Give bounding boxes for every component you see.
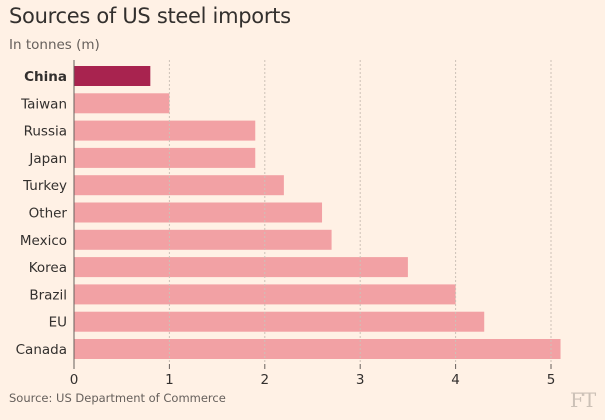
ft-logo: FT bbox=[570, 388, 596, 412]
category-label: Other bbox=[29, 206, 68, 222]
category-label: Russia bbox=[24, 124, 67, 140]
chart-subtitle: In tonnes (m) bbox=[9, 37, 100, 53]
bar-eu bbox=[74, 311, 485, 332]
category-label: Japan bbox=[28, 151, 67, 167]
bar-turkey bbox=[74, 175, 284, 196]
x-tick-label: 3 bbox=[356, 372, 365, 388]
bar-chart: China Taiwan Russia Japan Turkey Other Mexico K… bbox=[16, 60, 561, 388]
source-note: Source: US Department of Commerce bbox=[9, 391, 226, 405]
category-label: Canada bbox=[16, 342, 67, 358]
x-tick-label: 0 bbox=[70, 372, 79, 388]
category-label: Brazil bbox=[29, 287, 67, 303]
x-tick-label: 2 bbox=[261, 372, 270, 388]
category-label: Taiwan bbox=[20, 96, 67, 112]
category-label: Korea bbox=[29, 260, 67, 276]
category-label: Turkey bbox=[22, 178, 67, 194]
bar-korea bbox=[74, 257, 408, 278]
x-tick-label: 1 bbox=[165, 372, 174, 388]
x-tick-label: 4 bbox=[451, 372, 460, 388]
x-tick-label: 5 bbox=[547, 372, 556, 388]
chart-title: Sources of US steel imports bbox=[9, 4, 291, 28]
bar-taiwan bbox=[74, 93, 170, 114]
category-label: EU bbox=[49, 315, 67, 331]
bar-other bbox=[74, 202, 323, 223]
bar-russia bbox=[74, 120, 256, 141]
category-label: Mexico bbox=[20, 233, 67, 249]
category-label: China bbox=[24, 69, 67, 85]
bar-japan bbox=[74, 147, 256, 168]
bar-canada bbox=[74, 339, 561, 359]
bar-china bbox=[74, 66, 151, 86]
bar-mexico bbox=[74, 229, 332, 250]
